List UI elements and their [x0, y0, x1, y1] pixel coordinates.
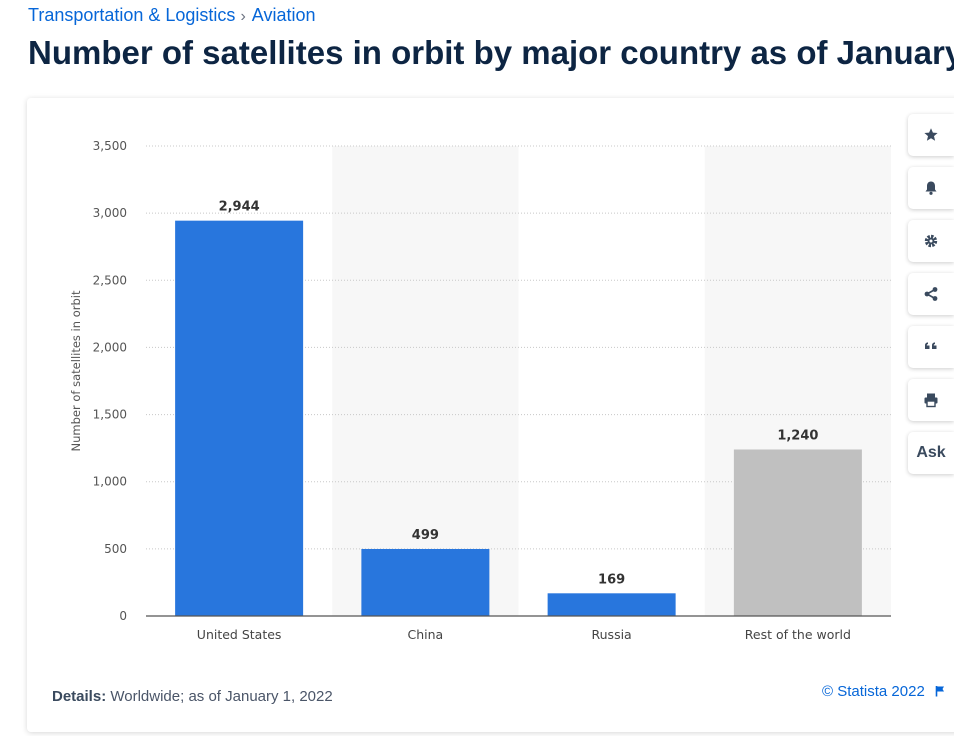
- bell-icon: [925, 181, 937, 195]
- band-shade: [332, 146, 519, 616]
- quote-icon: [925, 342, 937, 349]
- y-tick-label: 3,500: [93, 139, 127, 153]
- notification-button[interactable]: [908, 167, 954, 209]
- y-tick-label: 2,500: [93, 273, 127, 287]
- star-icon: [924, 128, 938, 141]
- copyright-link[interactable]: © Statista 2022: [822, 683, 945, 700]
- share-button[interactable]: [908, 273, 954, 315]
- ask-label: Ask: [916, 444, 946, 461]
- x-tick-label: Russia: [592, 627, 632, 642]
- breadcrumb: Transportation & Logistics › Aviation: [28, 5, 315, 26]
- share-icon: [924, 287, 938, 301]
- ask-button[interactable]: Ask: [908, 432, 954, 474]
- print-icon: [924, 393, 938, 408]
- bar: [361, 548, 490, 616]
- favorite-button[interactable]: [908, 114, 954, 156]
- y-tick-label: 2,000: [93, 340, 127, 354]
- y-tick-label: 1,000: [93, 475, 127, 489]
- data-label: 2,944: [219, 200, 260, 215]
- breadcrumb-link-aviation[interactable]: Aviation: [251, 5, 316, 25]
- x-tick-label: China: [408, 627, 444, 642]
- y-axis-label: Number of satellites in orbit: [69, 290, 83, 451]
- bar: [547, 593, 676, 616]
- settings-button[interactable]: [908, 220, 954, 262]
- cite-button[interactable]: [908, 326, 954, 368]
- bar: [733, 449, 862, 616]
- details-label: Details:: [52, 688, 107, 705]
- breadcrumb-link-transportation[interactable]: Transportation & Logistics: [28, 5, 236, 25]
- breadcrumb-separator: ›: [240, 8, 246, 25]
- page-title: Number of satellites in orbit by major c…: [28, 34, 954, 71]
- x-tick-label: United States: [197, 627, 282, 642]
- y-tick-label: 1,500: [93, 408, 127, 422]
- bar: [175, 220, 304, 617]
- x-tick-label: Rest of the world: [745, 627, 851, 642]
- data-label: 1,240: [777, 428, 818, 443]
- y-tick-label: 500: [104, 542, 127, 556]
- flag-icon: [935, 686, 944, 697]
- print-button[interactable]: [908, 379, 954, 421]
- details: Details: Worldwide; as of January 1, 202…: [52, 688, 333, 705]
- copyright-text: © Statista 2022: [822, 683, 925, 700]
- gear-icon: [924, 234, 938, 248]
- chart-toolbar: Ask: [908, 114, 954, 485]
- y-tick-label: 0: [119, 609, 127, 623]
- data-label: 169: [598, 572, 625, 587]
- details-text: Worldwide; as of January 1, 2022: [110, 688, 333, 705]
- data-label: 499: [412, 528, 439, 543]
- y-tick-label: 3,000: [93, 206, 127, 220]
